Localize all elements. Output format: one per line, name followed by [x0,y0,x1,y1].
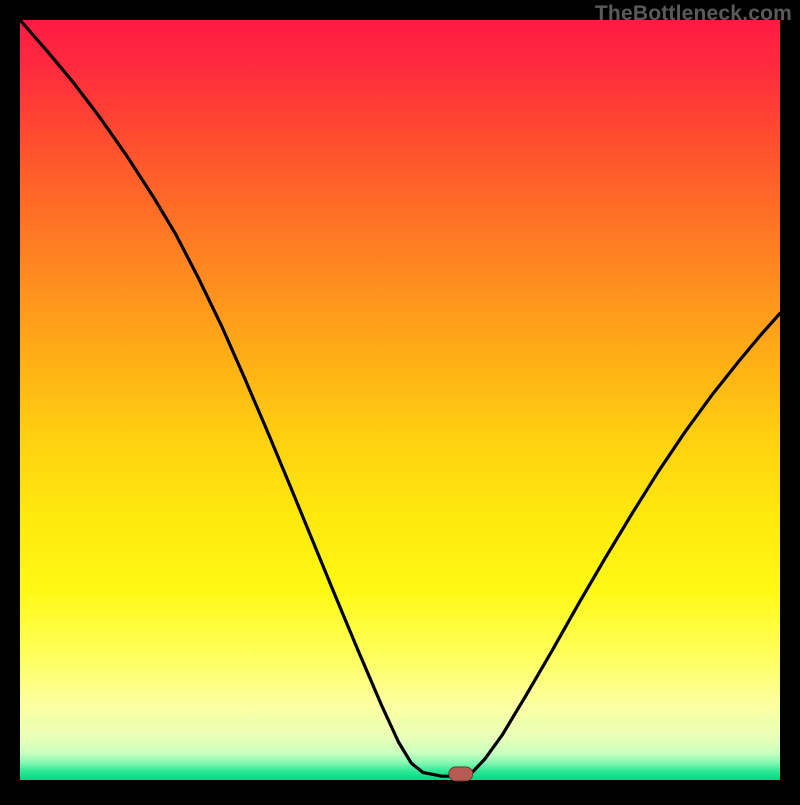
chart-frame: TheBottleneck.com [0,0,800,800]
optimum-marker [449,767,473,781]
bottleneck-chart [0,0,800,800]
plot-gradient-background [20,20,780,780]
watermark-text: TheBottleneck.com [595,2,792,26]
